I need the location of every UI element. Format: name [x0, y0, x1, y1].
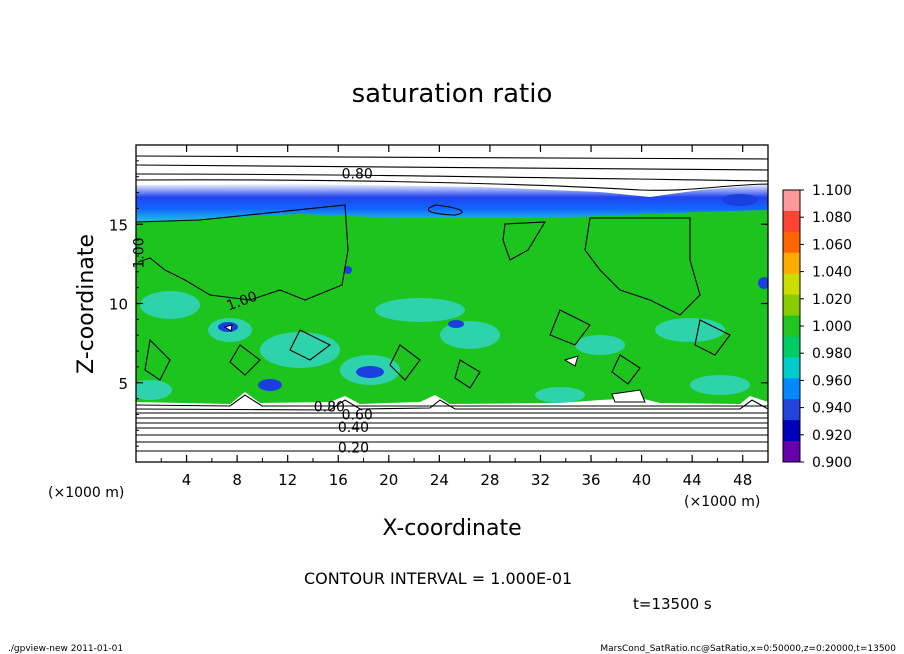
upper-contour-lines: [136, 155, 768, 191]
colorbar-swatch: [783, 294, 800, 317]
x-axis: 4 8 12 16 20 24 28 32 36 40 44 48: [160, 145, 752, 489]
time-stamp: t=13500 s: [633, 595, 712, 613]
colorbar-swatch: [783, 378, 800, 400]
contour-labels: 0.801.001.000.800.600.400.20: [132, 167, 373, 457]
x-tick-label: 36: [581, 471, 600, 489]
colorbar-label: 0.980: [812, 346, 852, 362]
contour-label: 0.40: [338, 420, 369, 436]
y-axis: 5 10 15: [109, 160, 768, 447]
colorbar-swatch: [783, 231, 800, 254]
colorbar-swatch: [783, 357, 800, 379]
colorbar: 1.100 1.080 1.060 1.040 1.020 1.000 0.980 0.960…: [782, 183, 852, 471]
colorbar-swatch: [783, 399, 800, 421]
contour-interval: CONTOUR INTERVAL = 1.000E-01: [304, 569, 572, 588]
lower-contour-lines: [136, 394, 768, 452]
chart-title: saturation ratio: [352, 79, 553, 109]
colorbar-swatch: [783, 336, 800, 358]
x-unit-right: (×1000 m): [684, 494, 760, 510]
x-tick-label: 32: [531, 471, 550, 489]
colorbar-swatch: [783, 315, 800, 337]
colorbar-label: 0.900: [812, 455, 852, 471]
colorbar-label: 1.100: [812, 183, 852, 199]
x-tick-label: 4: [182, 471, 192, 489]
supersaturated-pockets: [223, 324, 646, 403]
colorbar-label: 0.920: [812, 428, 852, 444]
cloud-boundary-contour: [136, 204, 731, 389]
colorbar-swatch: [783, 190, 800, 212]
colorbar-label: 1.040: [812, 265, 852, 281]
y-tick-label: 10: [109, 296, 128, 314]
colorbar-label: 1.020: [812, 292, 852, 308]
x-tick-label: 48: [733, 471, 752, 489]
x-tick-label: 12: [278, 471, 297, 489]
x-tick-label: 40: [632, 471, 651, 489]
x-axis-label: X-coordinate: [382, 516, 521, 541]
contour-label: 0.60: [342, 407, 373, 423]
y-tick-label: 15: [109, 216, 128, 234]
colorbar-label: 0.960: [812, 373, 852, 389]
x-unit-left: (×1000 m): [48, 485, 124, 501]
contour-field: [136, 145, 768, 462]
x-tick-label: 24: [430, 471, 449, 489]
contour-label: 0.20: [338, 441, 369, 457]
y-tick-label: 5: [118, 375, 128, 393]
colorbar-swatch: [783, 210, 800, 233]
colorbar-swatch: [783, 441, 800, 463]
x-tick-label: 44: [683, 471, 702, 489]
y-axis-label: Z-coordinate: [74, 234, 99, 374]
x-tick-label: 28: [480, 471, 499, 489]
footer-right: MarsCond_SatRatio.nc@SatRatio,x=0:50000,…: [600, 644, 896, 654]
x-tick-label: 20: [379, 471, 398, 489]
colorbar-label: 0.940: [812, 401, 852, 417]
x-tick-label: 16: [329, 471, 348, 489]
colorbar-label: 1.000: [812, 319, 852, 335]
colorbar-label: 1.060: [812, 237, 852, 253]
contour-label: 0.80: [314, 400, 345, 416]
x-tick-label: 8: [232, 471, 242, 489]
contour-label: 0.80: [342, 167, 373, 183]
colorbar-swatch: [783, 252, 800, 275]
colorbar-label: 1.080: [812, 210, 852, 226]
colorbar-swatch: [783, 273, 800, 296]
colorbar-swatch: [783, 420, 800, 442]
contour-label: 1.00: [132, 237, 148, 268]
footer-left: ./gpview-new 2011-01-01: [8, 644, 123, 654]
saturation-cap-band: [136, 184, 768, 222]
